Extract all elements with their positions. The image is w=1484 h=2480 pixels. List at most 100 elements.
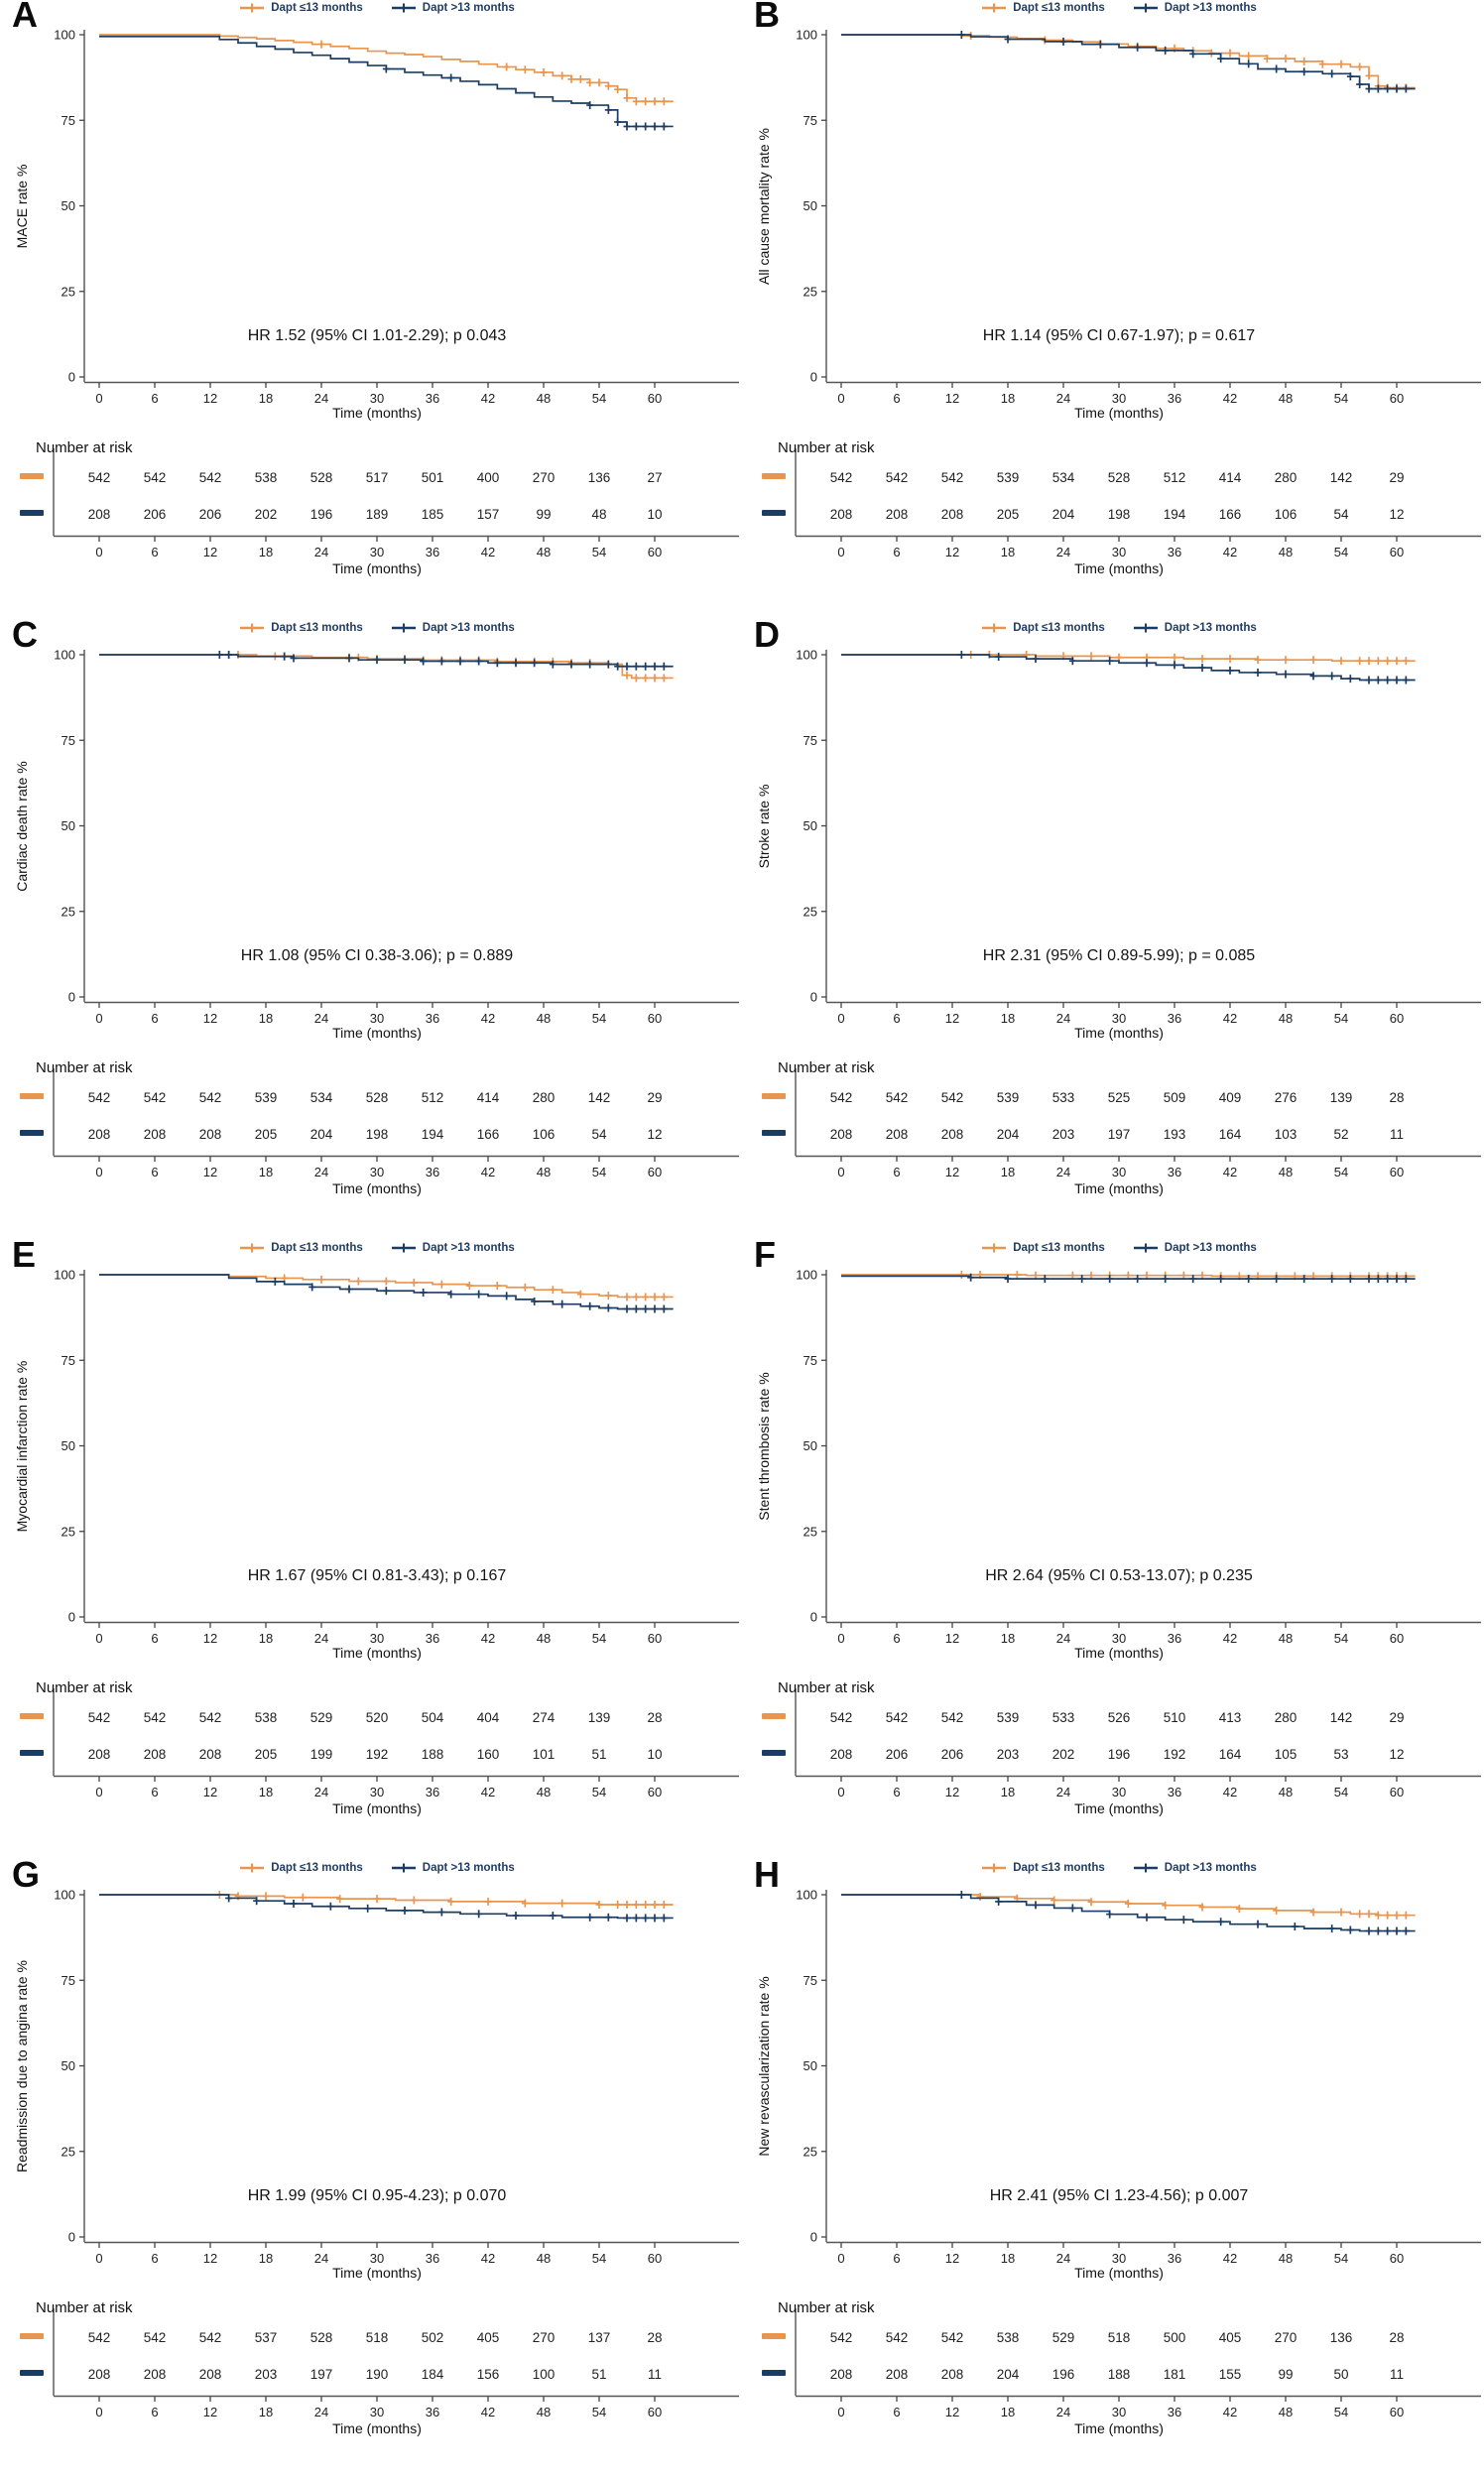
x-tick-label: 6 [151, 1631, 158, 1646]
risk-x-tick-label: 30 [370, 545, 384, 559]
risk-x-tick-label: 48 [537, 545, 551, 559]
risk-count: 542 [941, 2330, 964, 2345]
y-tick-label: 100 [796, 648, 817, 663]
x-tick-label: 54 [592, 391, 606, 406]
legend-label: Dapt ≤13 months [1013, 2, 1105, 14]
risk-count: 204 [1052, 507, 1075, 522]
risk-count: 188 [422, 1747, 444, 1762]
risk-x-tick-label: 36 [1168, 1785, 1181, 1799]
risk-row-swatch [762, 2333, 786, 2339]
risk-count: 208 [144, 2367, 167, 2382]
risk-count: 142 [588, 1090, 611, 1105]
x-axis-title-risk-table: Time (months) [332, 1180, 422, 1196]
x-tick-label: 42 [1223, 391, 1237, 406]
risk-count: 99 [536, 507, 551, 522]
y-axis-title: Cardiac death rate % [14, 761, 30, 892]
risk-count: 542 [941, 1710, 964, 1725]
risk-count: 192 [366, 1747, 389, 1762]
y-tick-label: 100 [796, 1888, 817, 1903]
risk-x-tick-label: 30 [370, 2405, 384, 2419]
risk-count: 51 [591, 2367, 606, 2382]
risk-x-tick-label: 6 [151, 1785, 158, 1799]
km-curve [841, 654, 1416, 663]
censor-plus-line-icon [240, 1243, 265, 1253]
risk-count: 155 [1219, 2367, 1242, 2382]
y-tick-label: 0 [810, 990, 817, 1005]
risk-x-tick-label: 18 [259, 1785, 273, 1799]
risk-row-swatch [20, 1750, 44, 1756]
risk-count: 203 [255, 2367, 278, 2382]
risk-x-tick-label: 60 [648, 1785, 662, 1799]
x-tick-label: 30 [370, 2251, 384, 2266]
legend-item-dapt-le13: Dapt ≤13 months [239, 2, 363, 14]
panel-letter: E [12, 1240, 37, 1275]
hazard-ratio-annotation: HR 2.41 (95% CI 1.23-4.56); p 0.007 [989, 2187, 1249, 2204]
risk-count: 542 [886, 1090, 909, 1105]
y-tick-label: 50 [62, 1438, 75, 1453]
risk-count: 206 [941, 1747, 964, 1762]
risk-count: 405 [1219, 2330, 1242, 2345]
x-axis-title-risk-table: Time (months) [1074, 1800, 1164, 1816]
hazard-ratio-annotation: HR 1.08 (95% CI 0.38-3.06); p = 0.889 [240, 947, 514, 964]
risk-count: 542 [830, 2330, 853, 2345]
risk-x-tick-label: 48 [537, 1785, 551, 1799]
x-axis-title-risk-table: Time (months) [1074, 560, 1164, 576]
x-tick-label: 18 [1001, 2251, 1015, 2266]
x-tick-label: 0 [95, 391, 102, 406]
risk-count: 29 [1389, 470, 1404, 485]
risk-count: 50 [1333, 2367, 1348, 2382]
y-tick-label: 75 [62, 1353, 75, 1368]
x-tick-label: 18 [1001, 1631, 1015, 1646]
risk-count: 99 [1278, 2367, 1293, 2382]
km-panel: D Dapt ≤13 months Dapt >13 months 0 25 50 7… [742, 620, 1484, 1240]
y-tick-label: 75 [804, 113, 817, 128]
risk-x-tick-label: 0 [95, 2405, 102, 2419]
risk-x-tick-label: 54 [1334, 545, 1348, 559]
risk-count: 12 [1389, 1747, 1404, 1762]
risk-count: 197 [310, 2367, 333, 2382]
legend-label: Dapt ≤13 months [271, 2, 363, 14]
risk-count: 208 [88, 2367, 111, 2382]
y-tick-label: 100 [54, 1268, 75, 1283]
risk-count: 204 [997, 1127, 1020, 1142]
risk-count: 208 [941, 2367, 964, 2382]
risk-count: 270 [1275, 2330, 1298, 2345]
risk-count: 208 [941, 1127, 964, 1142]
legend-item-dapt-le13: Dapt ≤13 months [981, 1242, 1105, 1254]
y-tick-label: 50 [804, 818, 817, 833]
x-tick-label: 60 [1390, 1011, 1404, 1026]
x-tick-label: 48 [1279, 1631, 1293, 1646]
x-axis-title-risk-table: Time (months) [1074, 2420, 1164, 2436]
risk-count: 208 [88, 1747, 111, 1762]
number-at-risk-header: Number at risk [778, 439, 875, 456]
risk-count: 194 [422, 1127, 444, 1142]
risk-x-tick-label: 42 [481, 1165, 495, 1179]
risk-x-tick-label: 48 [537, 2405, 551, 2419]
risk-count: 181 [1164, 2367, 1186, 2382]
risk-x-tick-label: 42 [481, 2405, 495, 2419]
x-axis-title-risk-table: Time (months) [332, 1800, 422, 1816]
legend-item-dapt-gt13: Dapt >13 months [391, 2, 515, 14]
risk-count: 188 [1108, 2367, 1131, 2382]
risk-x-tick-label: 54 [592, 545, 606, 559]
risk-count: 28 [1389, 1090, 1404, 1105]
x-tick-label: 12 [945, 391, 959, 406]
risk-count: 539 [997, 1090, 1020, 1105]
risk-count: 208 [88, 1127, 111, 1142]
risk-count: 196 [1052, 2367, 1075, 2382]
x-tick-label: 42 [1223, 2251, 1237, 2266]
y-tick-label: 0 [68, 1610, 75, 1625]
x-axis-title: Time (months) [1074, 405, 1164, 421]
x-tick-label: 6 [893, 2251, 900, 2266]
risk-count: 280 [1275, 470, 1298, 485]
x-tick-label: 0 [95, 2251, 102, 2266]
hazard-ratio-annotation: HR 2.64 (95% CI 0.53-13.07); p 0.235 [985, 1567, 1253, 1584]
risk-count: 105 [1275, 1747, 1298, 1762]
y-tick-label: 50 [804, 1438, 817, 1453]
x-tick-label: 54 [1334, 391, 1348, 406]
risk-x-tick-label: 24 [314, 545, 328, 559]
hazard-ratio-annotation: HR 2.31 (95% CI 0.89-5.99); p = 0.085 [982, 947, 1256, 964]
hazard-ratio-annotation: HR 1.14 (95% CI 0.67-1.97); p = 0.617 [982, 327, 1256, 344]
